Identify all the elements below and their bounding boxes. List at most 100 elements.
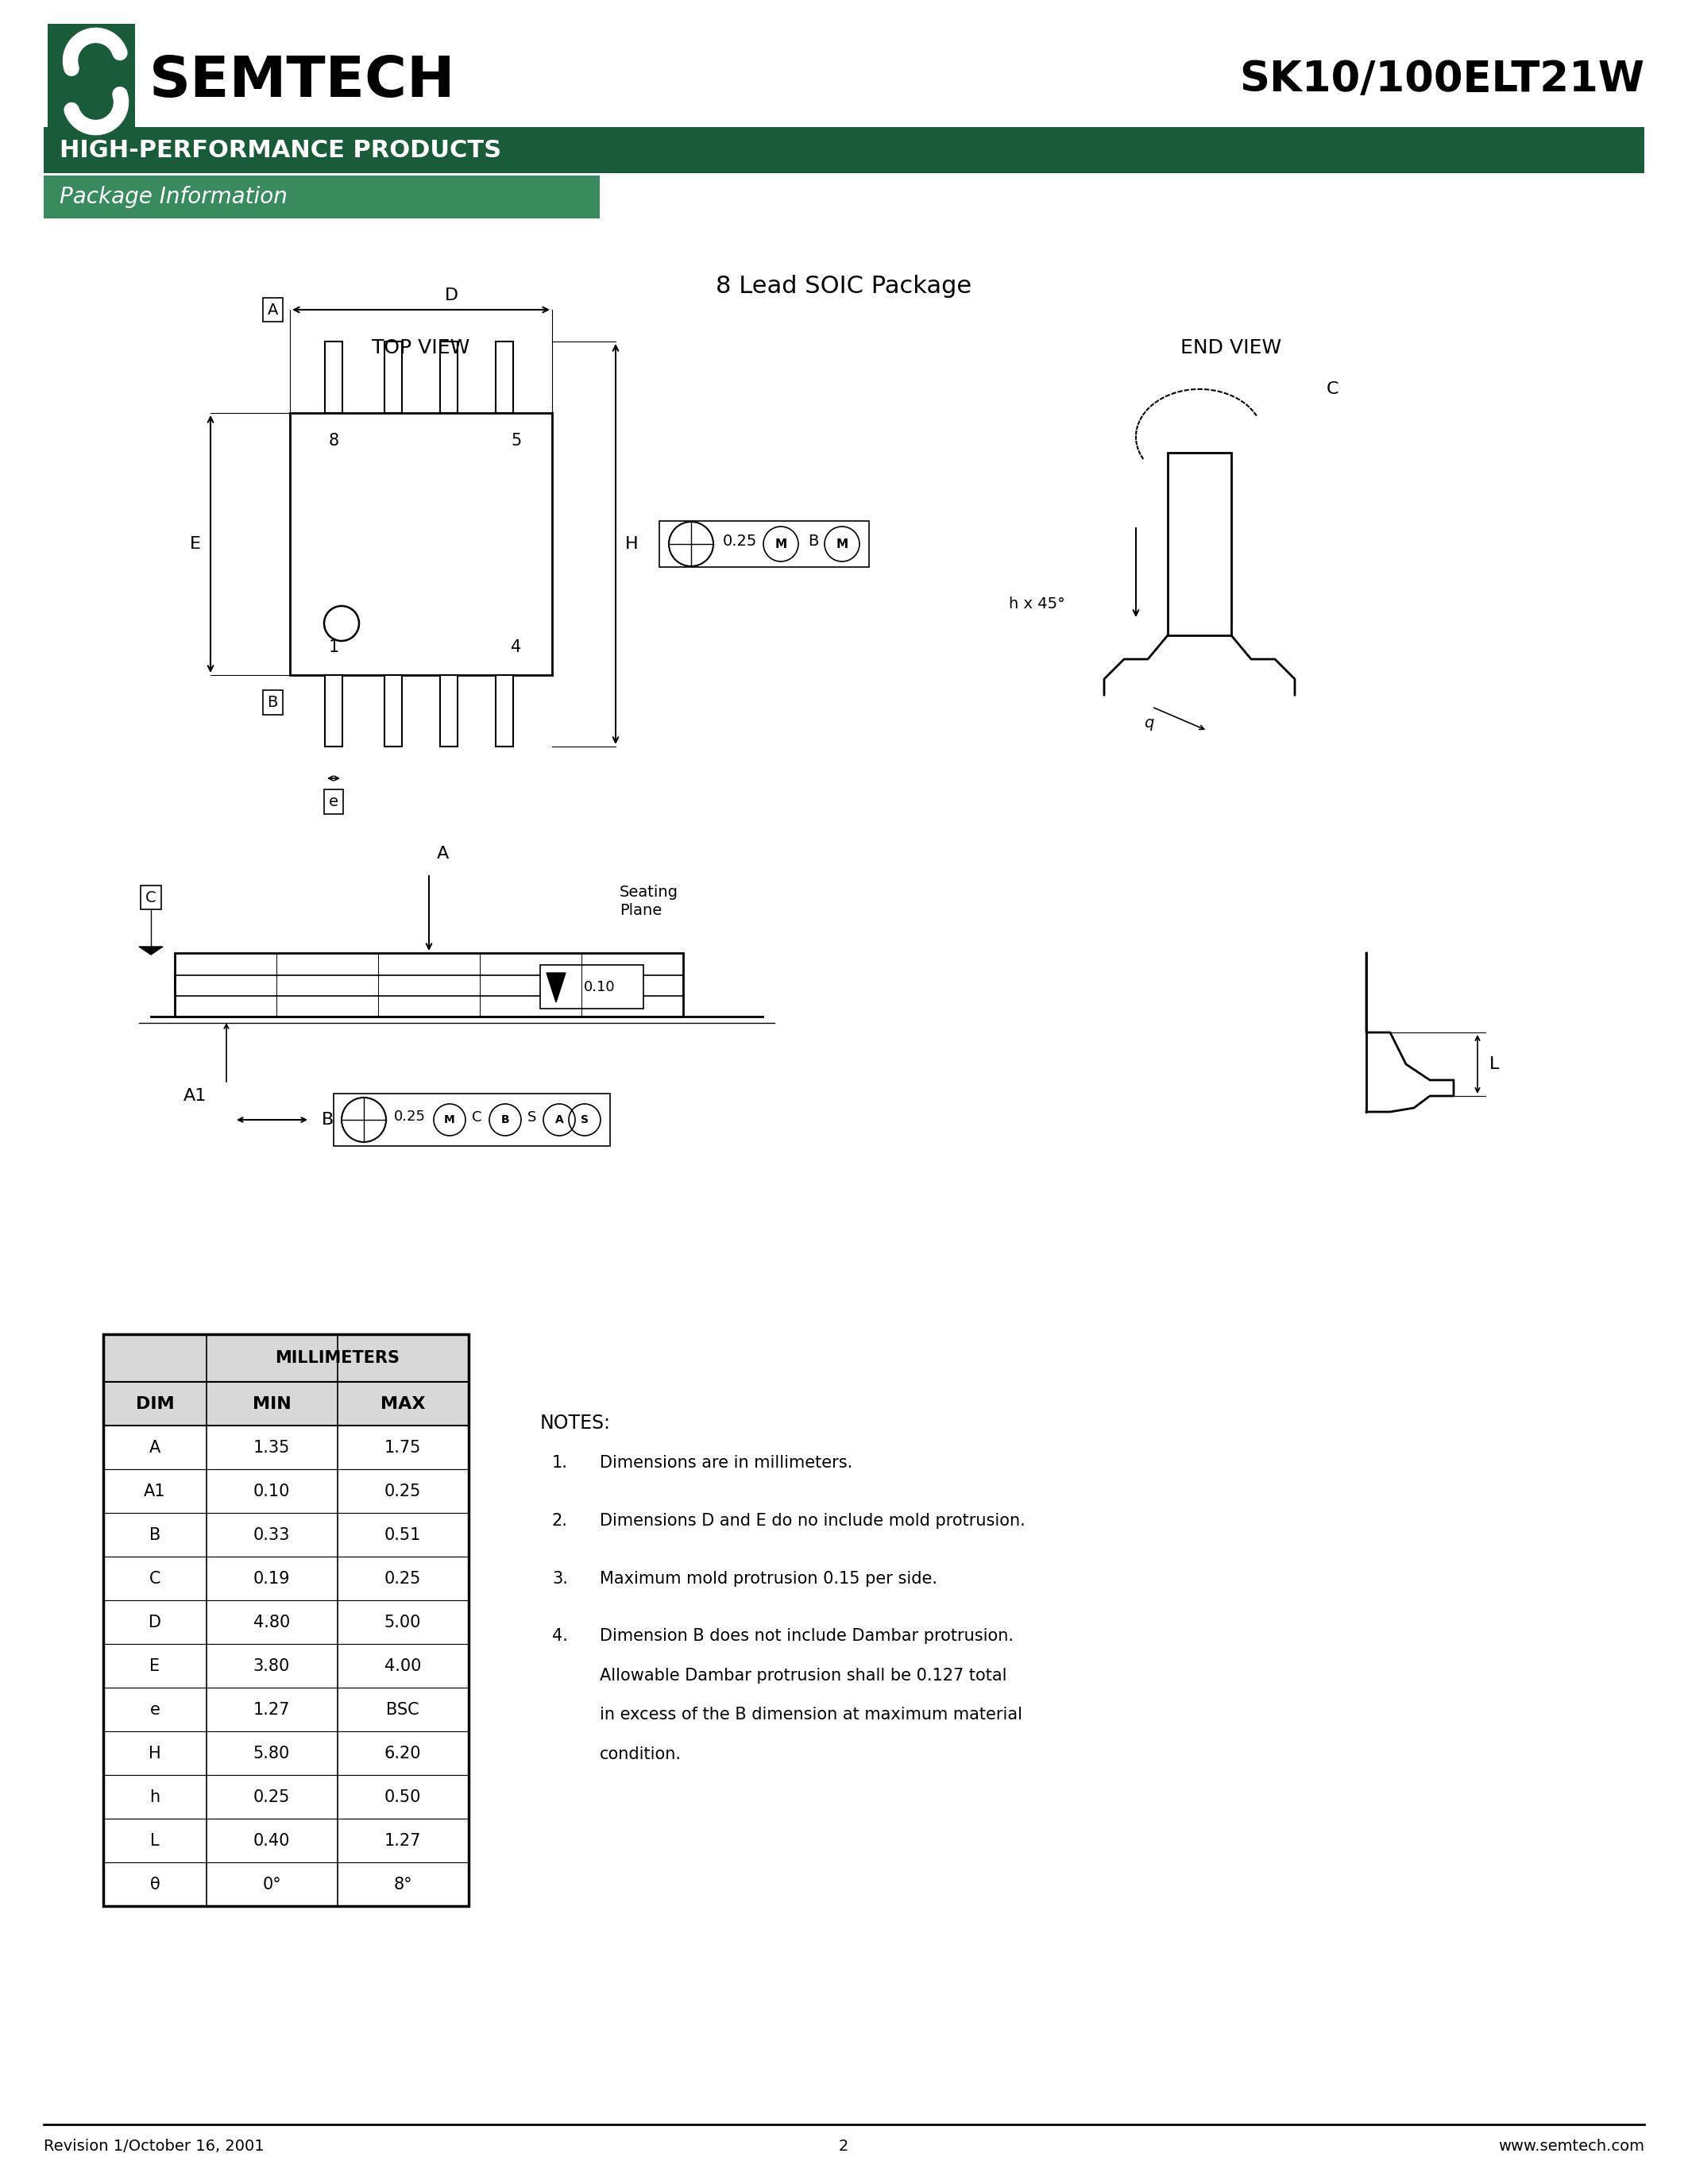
Text: D: D bbox=[149, 1614, 162, 1631]
FancyBboxPatch shape bbox=[290, 413, 552, 675]
FancyBboxPatch shape bbox=[47, 24, 135, 140]
Text: E: E bbox=[189, 535, 201, 553]
Text: 0.10: 0.10 bbox=[584, 981, 616, 994]
FancyBboxPatch shape bbox=[103, 1819, 469, 1863]
Text: Allowable Dambar protrusion shall be 0.127 total: Allowable Dambar protrusion shall be 0.1… bbox=[599, 1669, 1006, 1684]
Text: h x 45°: h x 45° bbox=[1009, 596, 1065, 612]
Text: A1: A1 bbox=[143, 1483, 165, 1500]
Text: condition.: condition. bbox=[599, 1745, 682, 1762]
Text: Dimensions D and E do no include mold protrusion.: Dimensions D and E do no include mold pr… bbox=[599, 1514, 1025, 1529]
FancyBboxPatch shape bbox=[1168, 452, 1231, 636]
FancyBboxPatch shape bbox=[496, 675, 513, 747]
FancyBboxPatch shape bbox=[385, 675, 402, 747]
Text: B: B bbox=[322, 1112, 334, 1127]
FancyBboxPatch shape bbox=[103, 1557, 469, 1601]
Text: 4: 4 bbox=[511, 640, 522, 655]
FancyBboxPatch shape bbox=[44, 175, 599, 218]
FancyBboxPatch shape bbox=[103, 1514, 469, 1557]
Text: 0.25: 0.25 bbox=[385, 1483, 422, 1500]
Text: A1: A1 bbox=[184, 1088, 206, 1103]
Text: Dimension B does not include Dambar protrusion.: Dimension B does not include Dambar prot… bbox=[599, 1629, 1013, 1645]
Text: 0.50: 0.50 bbox=[385, 1789, 422, 1806]
Text: SK10/100ELT21W: SK10/100ELT21W bbox=[1239, 59, 1644, 100]
Text: 0.51: 0.51 bbox=[385, 1527, 422, 1544]
Text: S: S bbox=[581, 1114, 589, 1125]
FancyBboxPatch shape bbox=[441, 675, 457, 747]
FancyBboxPatch shape bbox=[103, 1382, 469, 1426]
FancyBboxPatch shape bbox=[496, 341, 513, 413]
Text: e: e bbox=[329, 795, 338, 810]
FancyBboxPatch shape bbox=[540, 965, 643, 1009]
Text: H: H bbox=[149, 1745, 160, 1762]
Text: SEMTECH: SEMTECH bbox=[149, 55, 456, 109]
Text: 5.80: 5.80 bbox=[253, 1745, 290, 1762]
Text: MIN: MIN bbox=[252, 1396, 290, 1413]
FancyBboxPatch shape bbox=[103, 1601, 469, 1645]
Text: A: A bbox=[267, 301, 279, 317]
Text: in excess of the B dimension at maximum material: in excess of the B dimension at maximum … bbox=[599, 1708, 1023, 1723]
Polygon shape bbox=[547, 972, 565, 1002]
FancyBboxPatch shape bbox=[103, 1732, 469, 1776]
FancyBboxPatch shape bbox=[441, 341, 457, 413]
Text: B: B bbox=[149, 1527, 160, 1544]
Text: A: A bbox=[149, 1439, 160, 1457]
Text: 1.27: 1.27 bbox=[253, 1701, 290, 1719]
Text: E: E bbox=[150, 1658, 160, 1675]
Text: 1.: 1. bbox=[552, 1455, 567, 1470]
Text: 8°: 8° bbox=[393, 1876, 412, 1894]
Text: C: C bbox=[473, 1109, 481, 1125]
Text: Seating
Plane: Seating Plane bbox=[619, 885, 679, 917]
Text: 0.25: 0.25 bbox=[393, 1109, 425, 1125]
Text: 5.00: 5.00 bbox=[385, 1614, 422, 1631]
Text: 0°: 0° bbox=[262, 1876, 282, 1894]
FancyBboxPatch shape bbox=[103, 1645, 469, 1688]
Text: 0.33: 0.33 bbox=[253, 1527, 290, 1544]
Text: C: C bbox=[145, 889, 157, 904]
Text: B: B bbox=[809, 533, 819, 548]
FancyBboxPatch shape bbox=[103, 1688, 469, 1732]
Text: e: e bbox=[150, 1701, 160, 1719]
Text: h: h bbox=[150, 1789, 160, 1806]
Text: B: B bbox=[267, 695, 279, 710]
Text: L: L bbox=[1489, 1057, 1499, 1072]
Text: 0.40: 0.40 bbox=[253, 1832, 290, 1850]
FancyBboxPatch shape bbox=[103, 1334, 469, 1382]
Text: L: L bbox=[150, 1832, 159, 1850]
Text: H: H bbox=[625, 535, 638, 553]
FancyBboxPatch shape bbox=[44, 127, 1644, 173]
Text: www.semtech.com: www.semtech.com bbox=[1499, 2138, 1644, 2153]
Text: M: M bbox=[836, 537, 847, 550]
Text: 5: 5 bbox=[511, 432, 522, 448]
FancyBboxPatch shape bbox=[103, 1426, 469, 1470]
Text: 2: 2 bbox=[839, 2138, 849, 2153]
Text: A: A bbox=[437, 845, 449, 863]
Text: 2.: 2. bbox=[552, 1514, 567, 1529]
Text: C: C bbox=[1327, 382, 1339, 397]
Text: 4.80: 4.80 bbox=[253, 1614, 290, 1631]
Text: M: M bbox=[775, 537, 787, 550]
Text: 1: 1 bbox=[329, 640, 339, 655]
Text: MAX: MAX bbox=[380, 1396, 425, 1413]
FancyBboxPatch shape bbox=[324, 341, 343, 413]
Text: Dimensions are in millimeters.: Dimensions are in millimeters. bbox=[599, 1455, 852, 1470]
Text: 8: 8 bbox=[329, 432, 339, 448]
Text: S: S bbox=[527, 1109, 537, 1125]
Text: 0.10: 0.10 bbox=[253, 1483, 290, 1500]
Text: 1.27: 1.27 bbox=[385, 1832, 422, 1850]
Text: 4.: 4. bbox=[552, 1629, 567, 1645]
Text: 8 Lead SOIC Package: 8 Lead SOIC Package bbox=[716, 275, 972, 297]
Text: DIM: DIM bbox=[135, 1396, 174, 1413]
Text: 3.: 3. bbox=[552, 1570, 567, 1586]
Text: Maximum mold protrusion 0.15 per side.: Maximum mold protrusion 0.15 per side. bbox=[599, 1570, 937, 1586]
Text: 1.75: 1.75 bbox=[385, 1439, 422, 1457]
Text: 0.25: 0.25 bbox=[385, 1570, 422, 1588]
FancyBboxPatch shape bbox=[176, 952, 684, 1016]
Text: NOTES:: NOTES: bbox=[540, 1413, 611, 1433]
Text: 4.00: 4.00 bbox=[385, 1658, 422, 1675]
Polygon shape bbox=[138, 946, 162, 954]
Text: θ: θ bbox=[150, 1876, 160, 1894]
FancyBboxPatch shape bbox=[103, 1470, 469, 1514]
Text: 6.20: 6.20 bbox=[385, 1745, 422, 1762]
Text: 1.35: 1.35 bbox=[253, 1439, 290, 1457]
Text: D: D bbox=[446, 288, 459, 304]
